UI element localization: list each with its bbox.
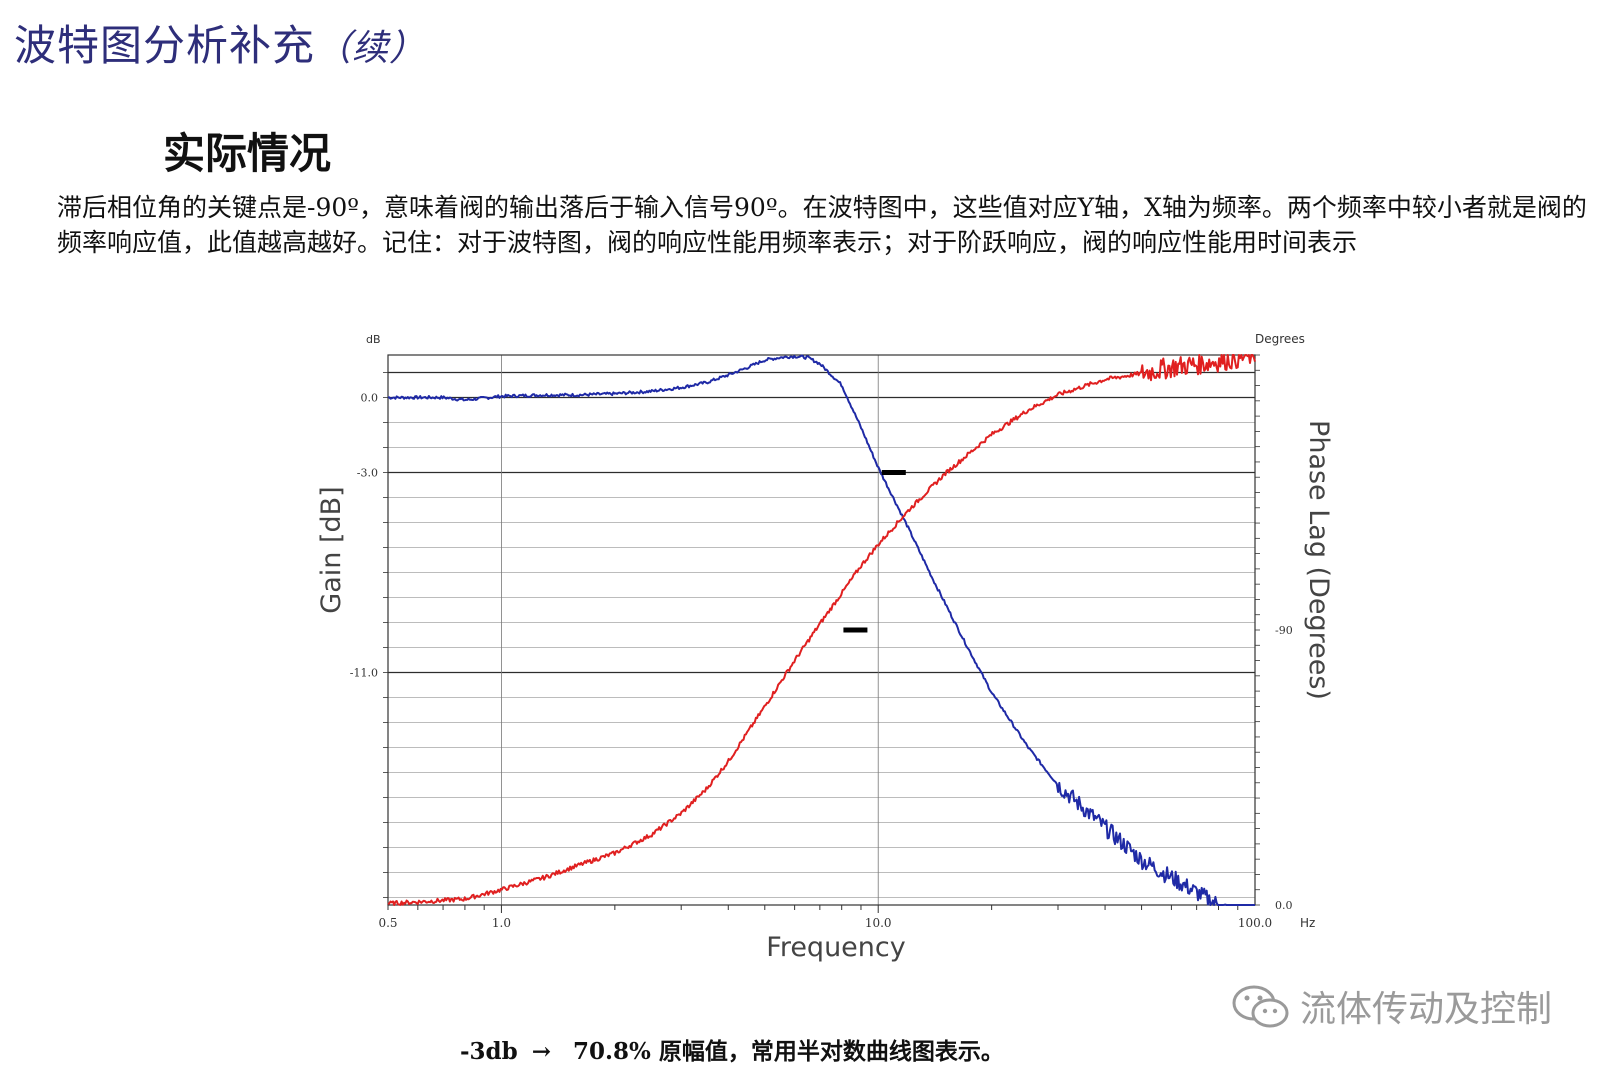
marker-layer (843, 470, 906, 633)
y-left-tick-label: -3.0 (357, 467, 378, 480)
grid-lines (388, 355, 1255, 905)
caption-db: -3db (460, 1038, 518, 1065)
y-left-tick-label: 0.0 (361, 392, 379, 405)
y-left-tick-label: -11.0 (350, 667, 378, 680)
gain-series-line (387, 354, 1255, 906)
watermark: 流体传动及控制 (1230, 980, 1552, 1032)
series-layer (387, 354, 1256, 906)
watermark-text: 流体传动及控制 (1300, 989, 1553, 1030)
x-axis-title: Frequency (766, 932, 906, 963)
caption: -3db → 70.8% 原幅值，常用半对数曲线图表示。 (460, 1032, 1004, 1066)
axis-labels: dB Degrees Hz 0.0 -3.0 -11.0 -90 0.0 0.5 1.0 10.0 1… (316, 332, 1334, 963)
wechat-bubble-icon (1232, 985, 1289, 1028)
y-right-tick-label: -90 (1275, 624, 1293, 637)
plot-frame (383, 354, 1260, 913)
x-tick-label: 100.0 (1238, 916, 1272, 930)
caption-text: 70.8% 原幅值，常用半对数曲线图表示。 (573, 1038, 1004, 1065)
section-title: 实际情况 (163, 129, 332, 178)
y-left-axis-title: Gain [dB] (316, 486, 347, 613)
x-unit-label: Hz (1300, 916, 1315, 930)
slide-title-suffix: （续） (315, 28, 427, 69)
y-right-axis-title: Phase Lag (Degrees) (1303, 420, 1334, 700)
left-unit-label: dB (366, 333, 381, 346)
right-unit-label: Degrees (1255, 332, 1305, 346)
y-right-tick-label: 0.0 (1275, 899, 1293, 912)
caption-arrow: → (531, 1038, 552, 1065)
x-tick-label: 1.0 (492, 916, 511, 930)
phase-series-line (387, 354, 1256, 906)
body-paragraph: 滞后相位角的关键点是-90º，意味着阀的输出落后于输入信号90º。在波特图中，这… (57, 193, 1587, 257)
slide-title: 波特图分析补充（续） (14, 21, 427, 70)
x-tick-label: 0.5 (378, 916, 397, 930)
x-tick-label: 10.0 (865, 916, 892, 930)
